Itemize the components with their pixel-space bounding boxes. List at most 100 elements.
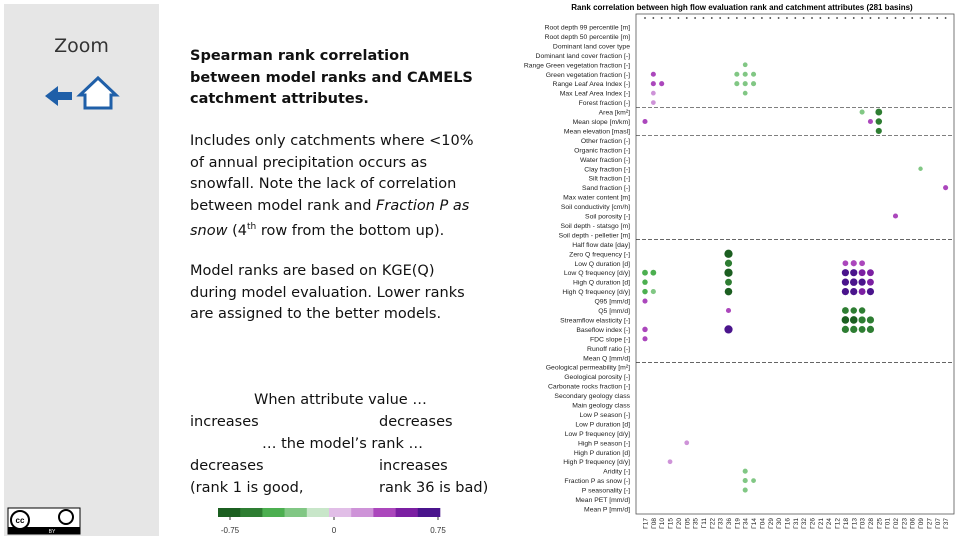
correlation-dot <box>841 316 850 324</box>
column-label: Γ34 <box>743 518 750 529</box>
row-label: Sand fraction [-] <box>582 185 630 192</box>
row-label: Streamflow elasticity [-] <box>560 317 630 324</box>
colorbar-segment <box>373 508 396 517</box>
correlation-dot <box>742 90 748 96</box>
row-label: Zero Q frequency [-] <box>569 251 630 258</box>
note-sup: th <box>246 222 257 232</box>
correlation-dot <box>642 279 648 285</box>
row-label: High Q frequency [d/y] <box>562 289 630 296</box>
row-label: P seasonality [-] <box>582 488 630 495</box>
correlation-dot <box>866 325 875 333</box>
figure-title: Rank correlation between high flow evalu… <box>571 3 913 12</box>
row-label: Mean slope [m/km] <box>573 119 631 126</box>
column-marker <box>694 17 696 19</box>
correlation-dot <box>858 307 866 314</box>
column-marker <box>811 17 813 19</box>
row-label: Clay fraction [-] <box>584 166 630 173</box>
colorbar-tick-label: -0.75 <box>221 526 240 535</box>
column-marker <box>685 17 688 19</box>
row-label: Soil depth - statsgo [m] <box>560 223 630 230</box>
column-marker <box>652 17 655 19</box>
by-circle <box>58 509 74 525</box>
correlation-dot <box>742 478 748 484</box>
column-label: Γ36 <box>726 518 733 529</box>
row-label: Soil depth - pelletier [m] <box>559 232 631 239</box>
row-label: Soil conductivity [cm/h] <box>561 204 630 211</box>
column-marker <box>786 17 788 19</box>
column-marker <box>752 17 755 19</box>
row-label: Mean P [mm/d] <box>584 506 630 513</box>
correlation-dot <box>725 307 732 314</box>
row-label: Max water content [m] <box>563 195 630 202</box>
row-label: Carbonate rocks fraction [-] <box>548 384 630 391</box>
row-label: Dominant land cover fraction [-] <box>536 53 631 60</box>
column-label: Γ37 <box>943 518 950 529</box>
row-label: High P season [-] <box>578 440 630 447</box>
colorbar-segment <box>306 508 330 517</box>
zoom-title: Zoom <box>54 35 109 57</box>
column-label: Γ07 <box>935 518 942 529</box>
correlation-dot <box>867 269 874 277</box>
correlation-dot <box>849 278 858 286</box>
back-arrow[interactable] <box>45 86 72 106</box>
column-marker <box>727 17 730 19</box>
column-label: Γ08 <box>651 518 658 529</box>
correlation-dot <box>642 118 648 125</box>
column-marker <box>844 17 847 19</box>
correlation-dot <box>751 478 756 483</box>
correlation-dot <box>724 268 733 277</box>
correlation-dot <box>867 278 874 286</box>
correlation-dot <box>742 62 748 68</box>
row-label: Half flow date [day] <box>572 242 630 249</box>
correlation-dot <box>642 288 648 295</box>
column-marker <box>761 17 763 19</box>
correlation-dot <box>725 278 732 286</box>
row-label: Area [km²] <box>599 110 630 117</box>
correlation-dot <box>842 260 849 267</box>
colorbar-segment <box>417 508 441 517</box>
column-marker <box>944 17 947 19</box>
correlation-dot <box>859 109 865 115</box>
correlation-dot <box>943 185 949 191</box>
correlation-dot <box>642 326 648 333</box>
plot-frame <box>635 13 955 515</box>
row-label: Low Q duration [d] <box>574 261 630 268</box>
colorbar-segment <box>262 508 285 517</box>
correlation-dot <box>734 71 740 77</box>
note-text: row from the bottom up). <box>256 222 445 239</box>
colorbar-segment <box>395 508 419 517</box>
row-label: Main geology class <box>572 403 630 410</box>
column-label: Γ12 <box>835 518 842 529</box>
column-label: Γ06 <box>910 518 917 529</box>
correlation-dot <box>867 118 873 125</box>
row-label: Organic fraction [-] <box>574 147 630 154</box>
column-label: Γ28 <box>868 518 875 529</box>
correlation-dot <box>892 213 899 219</box>
column-label: Γ01 <box>885 518 892 529</box>
column-marker <box>861 17 863 19</box>
row-label: Secondary geology class <box>554 393 630 400</box>
correlation-dot <box>642 298 648 304</box>
correlation-dot <box>841 278 850 286</box>
column-label: Γ35 <box>693 518 700 529</box>
row-label: Q5 [mm/d] <box>598 308 630 315</box>
row-label: Water fraction [-] <box>580 157 630 164</box>
note-italic: Fraction P as snow <box>190 197 470 239</box>
correlation-dot <box>849 316 858 324</box>
column-marker <box>852 17 855 19</box>
column-label: Γ30 <box>776 518 783 529</box>
correlation-dot <box>742 71 748 77</box>
column-marker <box>710 17 713 19</box>
column-marker <box>660 17 663 19</box>
correlation-dot <box>659 81 665 87</box>
row-label: High P frequency [d/y] <box>563 459 630 466</box>
row-label: Forest fraction [-] <box>579 100 630 107</box>
column-label: Γ03 <box>860 518 867 529</box>
column-marker <box>827 17 830 19</box>
nav-icons[interactable] <box>45 75 120 110</box>
home-icon[interactable] <box>76 75 120 110</box>
column-marker <box>869 17 872 19</box>
column-label: Γ25 <box>876 518 883 529</box>
colorbar-segment <box>329 508 352 517</box>
row-label: Mean elevation [masl] <box>564 128 630 135</box>
